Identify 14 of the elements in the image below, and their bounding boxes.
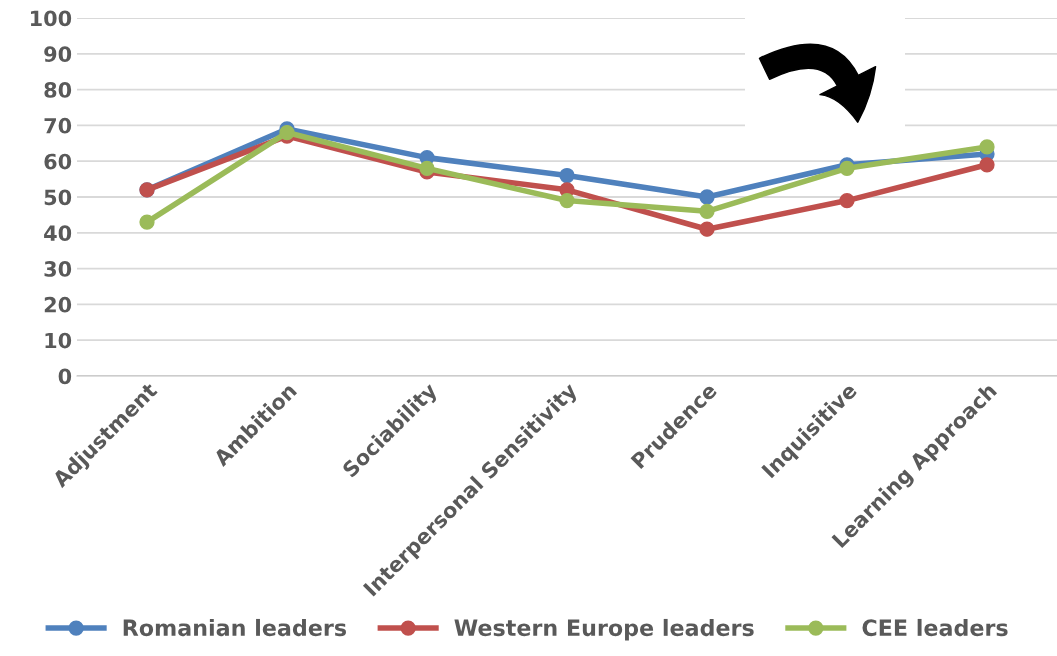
y-tick-label: 50: [44, 189, 72, 206]
y-tick-label: 100: [31, 10, 72, 27]
legend-label: CEE leaders: [862, 618, 1008, 637]
y-tick-label: 0: [58, 368, 72, 385]
y-tick-label: 30: [44, 261, 72, 277]
y-tick-label: 20: [44, 296, 72, 313]
legend-label: Romanian leaders: [123, 618, 346, 637]
y-tick-label: 60: [44, 153, 72, 170]
y-tick-label: 90: [44, 46, 72, 63]
y-tick-label: 10: [45, 332, 72, 349]
y-tick-label: 70: [44, 117, 72, 134]
legend-label: Western Europe leaders: [454, 618, 754, 641]
y-tick-label: 80: [44, 82, 72, 98]
y-tick-label: 40: [44, 225, 72, 242]
